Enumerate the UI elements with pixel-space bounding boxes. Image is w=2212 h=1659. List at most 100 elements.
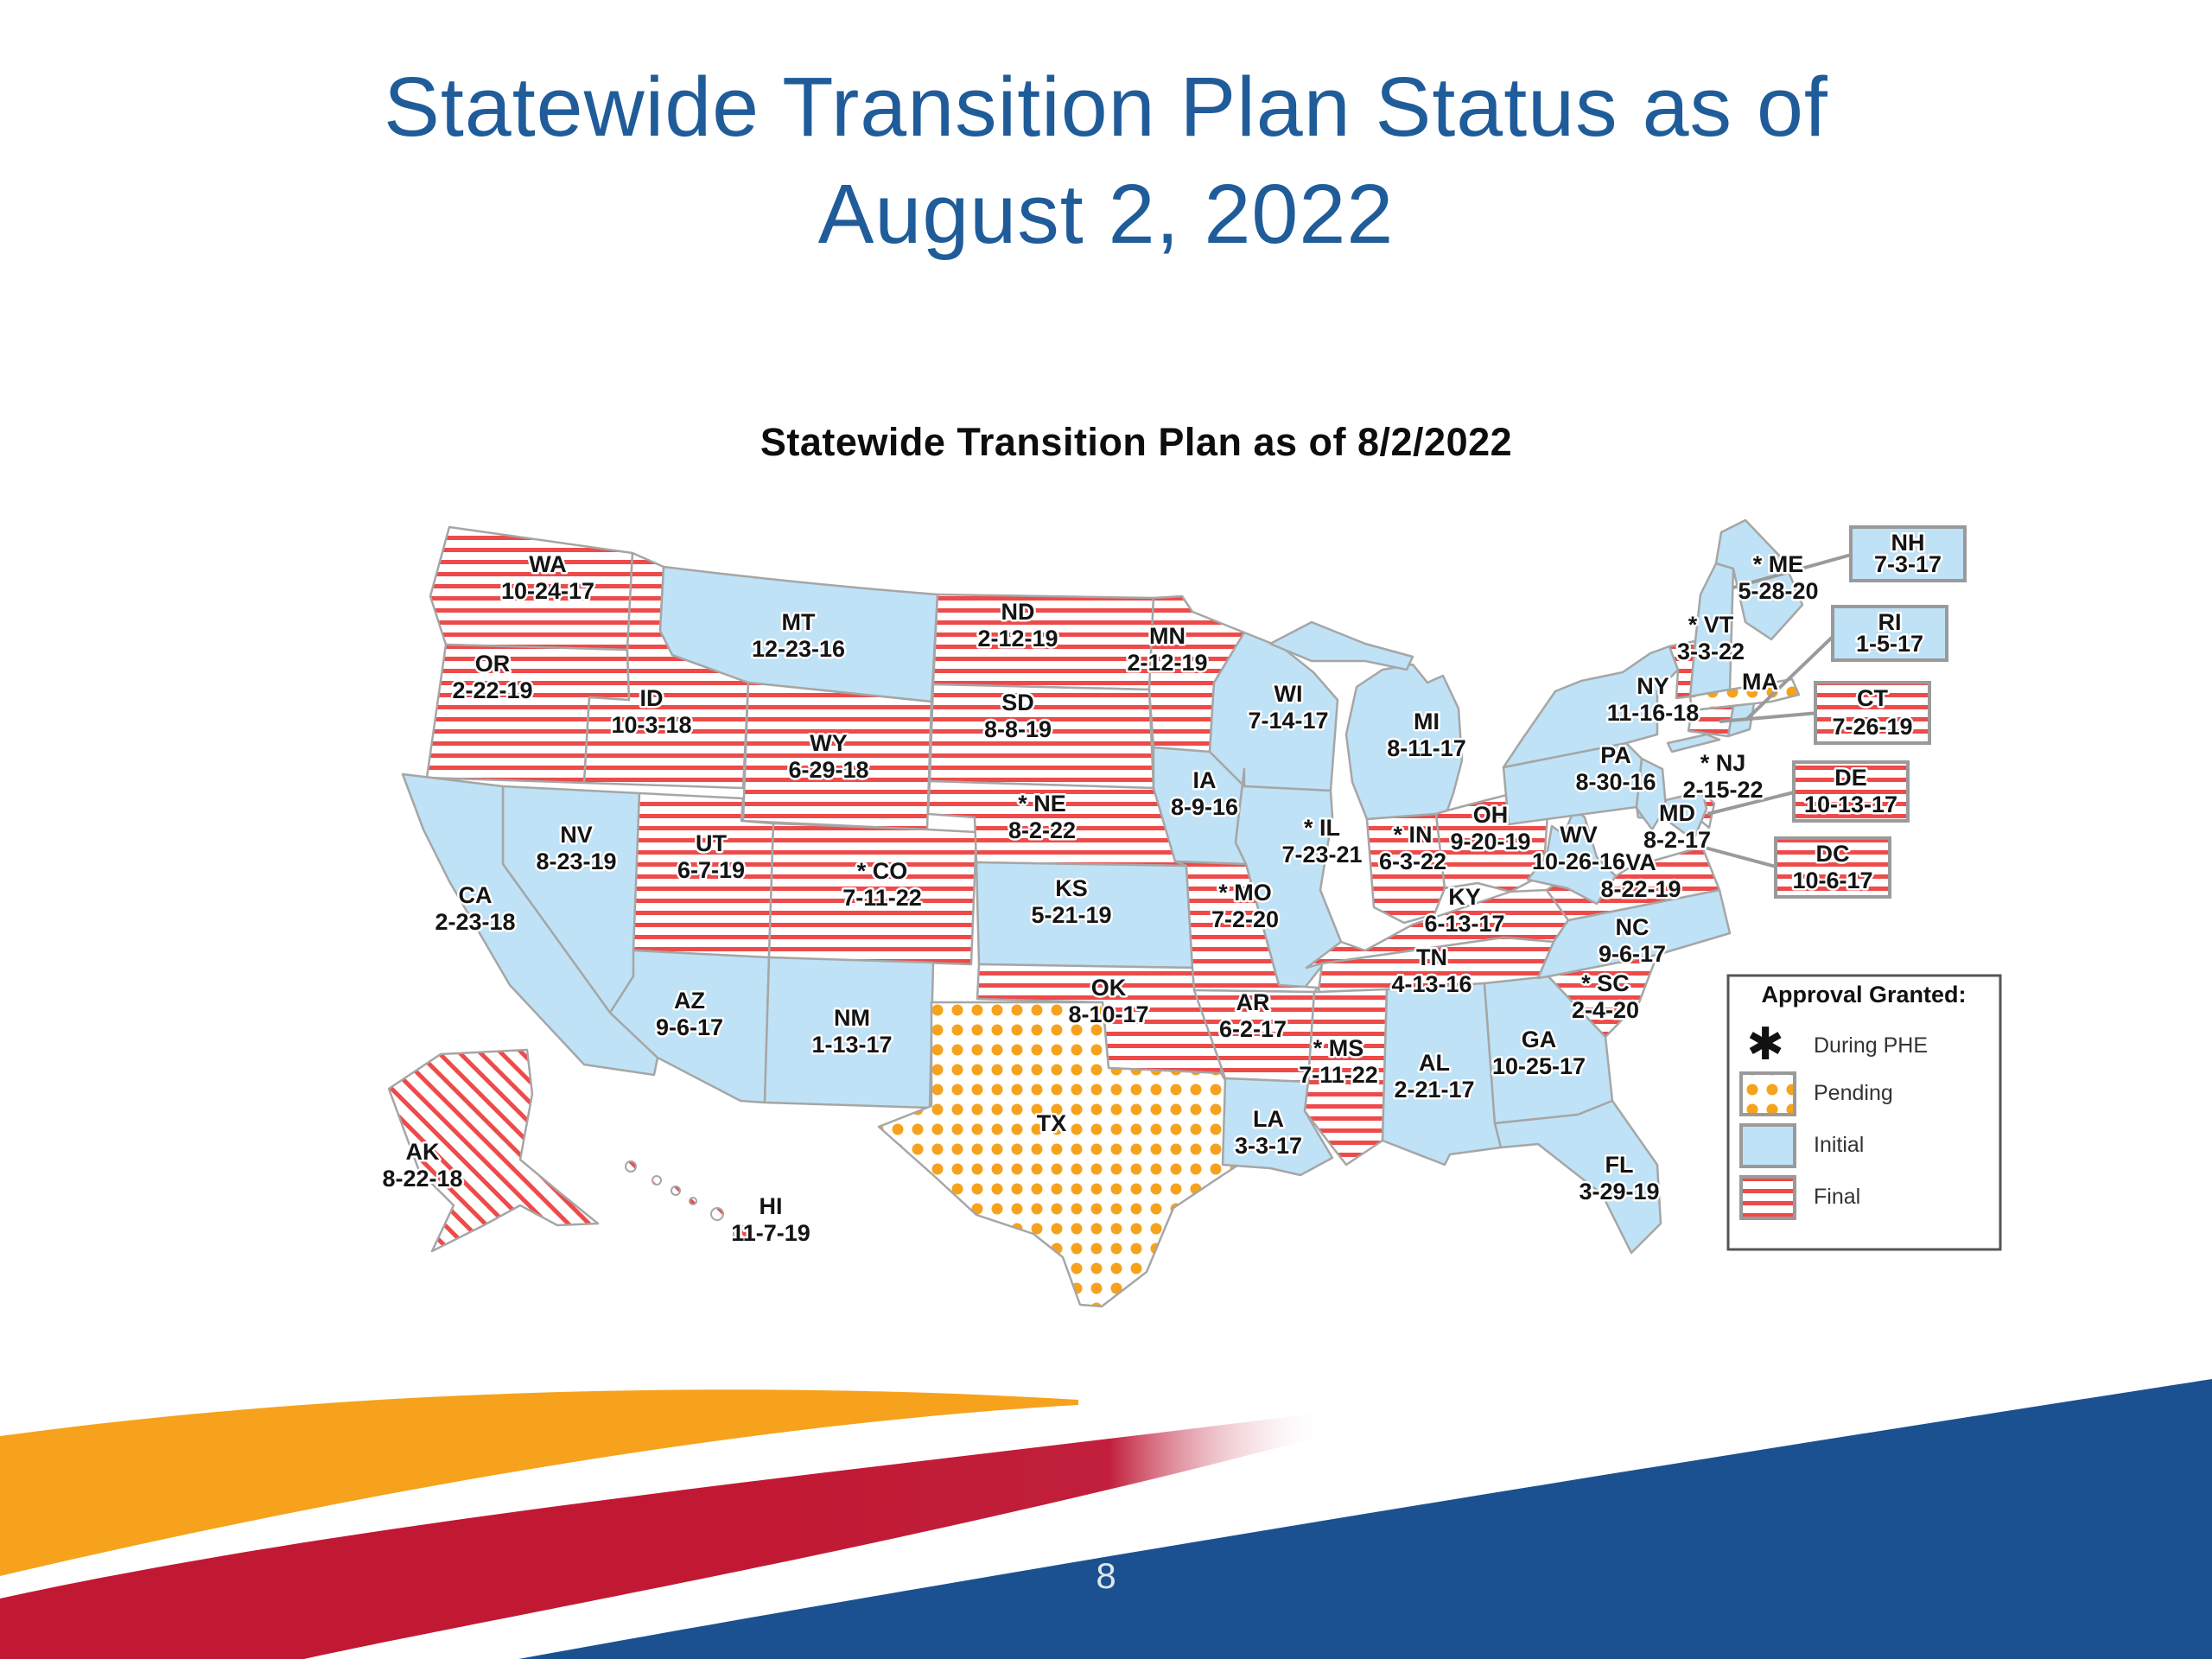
state-date-OK: 8-10-17 <box>1068 1001 1148 1027</box>
state-HI-island <box>710 1207 724 1221</box>
state-label-UT: UT <box>696 830 727 856</box>
state-NC <box>1536 888 1732 980</box>
state-date-TN: 4-13-16 <box>1391 971 1471 997</box>
state-label-ME: * ME <box>1753 551 1804 577</box>
state-date-LA: 3-3-17 <box>1235 1133 1302 1159</box>
callout-label-DE: DE <box>1834 765 1867 791</box>
callout-label-NH: NH <box>1891 530 1925 556</box>
state-date-MN: 2-12-19 <box>1127 650 1207 676</box>
state-label-MI: MI <box>1414 709 1440 734</box>
state-label-TX: TX <box>1037 1110 1067 1136</box>
state-date-WV: 10-26-16 <box>1532 849 1625 874</box>
callout-leader-NH <box>1732 552 1855 589</box>
state-date-IN: 6-3-22 <box>1379 849 1446 874</box>
state-date-VA: 8-22-19 <box>1600 876 1681 902</box>
state-label-MN: MN <box>1149 623 1185 649</box>
state-label-IL: * IL <box>1304 815 1340 841</box>
state-label-KY: KY <box>1448 884 1481 910</box>
legend-swatch-initial <box>1739 1123 1796 1168</box>
wave-blue <box>518 1379 2212 1659</box>
state-label-CO: * CO <box>857 858 908 884</box>
state-date-HI: 11-7-19 <box>731 1220 810 1246</box>
state-date-OR: 2-22-19 <box>452 677 532 703</box>
state-date-AZ: 9-6-17 <box>656 1014 723 1040</box>
state-label-NE: * NE <box>1018 791 1066 817</box>
state-date-CA: 2-23-18 <box>435 909 515 935</box>
state-date-VT: 3-3-22 <box>1677 639 1745 664</box>
state-date-UT: 6-7-19 <box>677 857 745 883</box>
callout-label-DC: DC <box>1816 841 1850 867</box>
state-date-WI: 7-14-17 <box>1248 708 1328 734</box>
state-label-ND: ND <box>1001 599 1035 625</box>
state-date-SC: 2-4-20 <box>1572 997 1639 1023</box>
state-date-NJ: 2-15-22 <box>1682 777 1763 803</box>
state-date-AR: 6-2-17 <box>1219 1016 1287 1042</box>
state-label-NY: NY <box>1637 673 1669 699</box>
callout-date-RI: 1-5-17 <box>1856 631 1923 657</box>
wave-orange <box>0 1389 1078 1576</box>
callout-date-NH: 7-3-17 <box>1874 551 1942 577</box>
callout-leader-CT <box>1719 711 1820 723</box>
state-date-MD: 8-2-17 <box>1643 827 1711 853</box>
state-label-HI: HI <box>760 1193 783 1219</box>
state-date-NV: 8-23-19 <box>536 849 616 874</box>
slide-title: Statewide Transition Plan Status as of A… <box>0 54 2212 268</box>
state-label-VA: VA <box>1625 849 1656 875</box>
state-MA <box>1688 677 1801 712</box>
state-NJ <box>1635 757 1668 831</box>
map-title: Statewide Transition Plan as of 8/2/2022 <box>760 420 1513 464</box>
state-label-WV: WV <box>1560 822 1598 848</box>
callout-leader-DC <box>1694 843 1780 869</box>
state-CO <box>767 822 978 966</box>
state-WV <box>1526 807 1618 906</box>
state-label-SD: SD <box>1001 690 1034 715</box>
callout-box-RI <box>1831 605 1948 662</box>
legend-swatch-pending <box>1739 1071 1796 1116</box>
callout-leader-DE <box>1707 790 1798 816</box>
state-date-ME: 5-28-20 <box>1738 578 1818 604</box>
state-label-VT: * VT <box>1688 612 1734 638</box>
state-HI-island <box>652 1175 662 1185</box>
state-date-ND: 2-12-19 <box>977 626 1058 652</box>
state-label-AZ: AZ <box>674 988 705 1014</box>
state-date-MI: 8-11-17 <box>1387 735 1466 761</box>
callout-leader-lines <box>1694 552 1855 869</box>
state-date-NY: 11-16-18 <box>1607 700 1700 726</box>
map-legend: Approval Granted: ✱ During PHE Pending Initi… <box>1726 974 2002 1251</box>
callout-box-DE <box>1792 760 1910 823</box>
state-date-MT: 12-23-16 <box>752 636 845 662</box>
state-HI-island <box>689 1197 697 1205</box>
state-date-WY: 6-29-18 <box>788 757 868 783</box>
callout-label-RI: RI <box>1878 609 1902 635</box>
callout-label-CT: CT <box>1857 685 1888 711</box>
state-date-NM: 1-13-17 <box>811 1032 892 1058</box>
state-label-OH: OH <box>1473 802 1509 828</box>
state-FL <box>1493 1099 1662 1255</box>
state-NY <box>1666 733 1721 753</box>
state-HI-island <box>625 1160 637 1173</box>
state-date-IL: 7-23-21 <box>1281 842 1362 868</box>
state-label-AR: AR <box>1236 989 1270 1015</box>
state-label-MO: * MO <box>1218 880 1272 906</box>
slide-title-line1: Statewide Transition Plan Status as of <box>384 60 1828 154</box>
state-label-NC: NC <box>1616 914 1649 940</box>
state-date-CO: 7-11-22 <box>842 885 922 911</box>
state-label-WA: WA <box>529 551 567 577</box>
state-label-WI: WI <box>1274 681 1303 707</box>
callout-date-CT: 7-26-19 <box>1832 714 1912 740</box>
slide-title-line2: August 2, 2022 <box>817 167 1395 262</box>
state-date-GA: 10-25-17 <box>1492 1053 1586 1079</box>
state-date-FL: 3-29-19 <box>1579 1179 1659 1205</box>
state-date-IA: 8-9-16 <box>1171 794 1238 820</box>
state-label-KS: KS <box>1055 875 1088 901</box>
state-label-CA: CA <box>459 882 493 908</box>
state-label-MT: MT <box>782 609 816 635</box>
state-label-MD: MD <box>1659 800 1695 826</box>
state-label-NJ: * NJ <box>1700 750 1746 776</box>
state-label-GA: GA <box>1522 1027 1557 1052</box>
state-date-KY: 6-13-17 <box>1424 911 1504 937</box>
state-AK <box>387 1048 600 1253</box>
legend-swatch-final <box>1739 1175 1796 1220</box>
